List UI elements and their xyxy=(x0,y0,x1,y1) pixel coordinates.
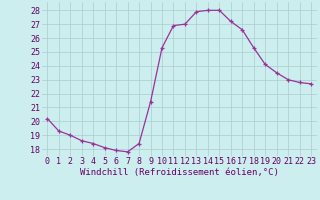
X-axis label: Windchill (Refroidissement éolien,°C): Windchill (Refroidissement éolien,°C) xyxy=(80,168,279,177)
